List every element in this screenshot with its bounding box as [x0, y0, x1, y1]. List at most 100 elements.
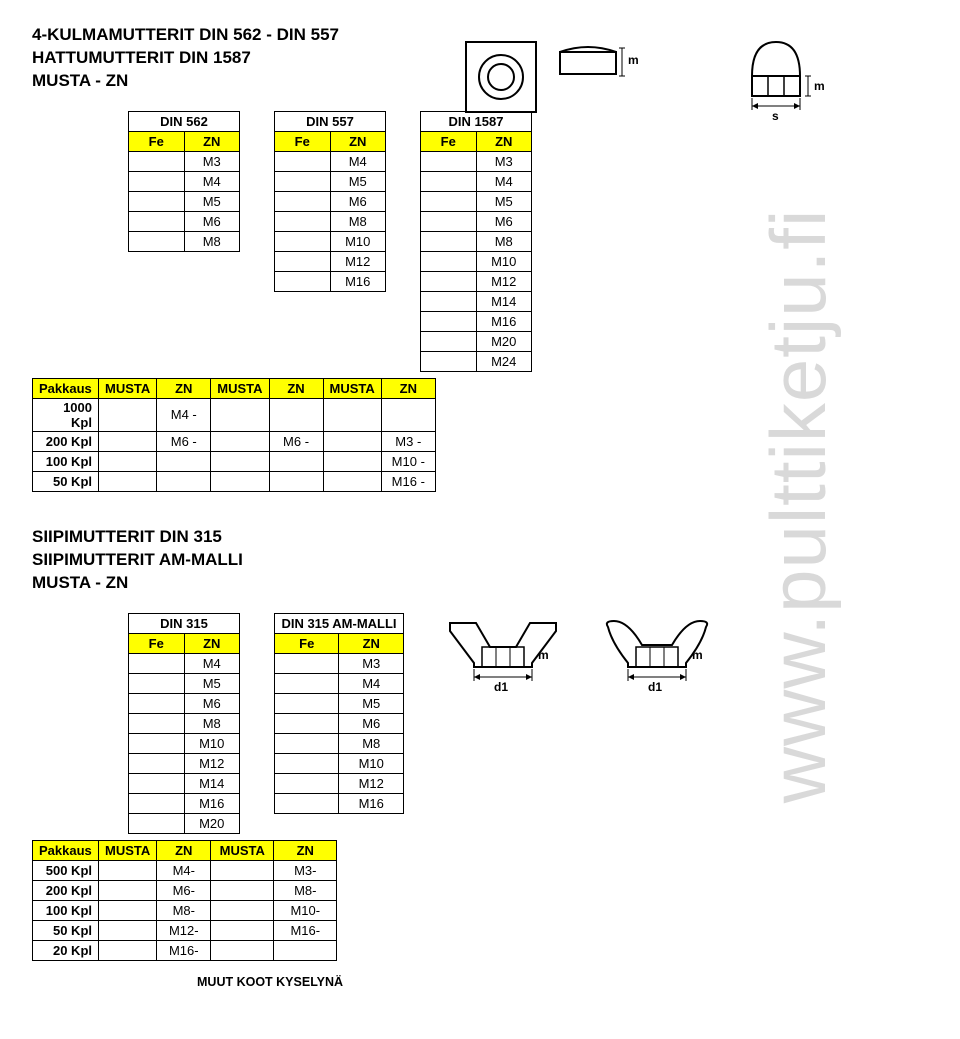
- cell-zn: M6: [339, 713, 404, 733]
- table-row: M6: [275, 713, 404, 733]
- table-row: M12: [275, 251, 386, 271]
- pakkaus-cell: [211, 880, 274, 900]
- cell-fe: [129, 813, 185, 833]
- pakkaus-cell: [269, 471, 323, 491]
- p1h5: MUSTA: [323, 378, 381, 398]
- cell-zn: M14: [184, 773, 240, 793]
- table-a-body: M3M4M5M6M8: [129, 151, 240, 251]
- p1h4: ZN: [269, 378, 323, 398]
- pakkaus-label: 50 Kpl: [33, 471, 99, 491]
- pakkaus-cell: [99, 860, 157, 880]
- wing-nut-straight-icon: m d1: [438, 613, 568, 693]
- cell-zn: M3: [184, 151, 240, 171]
- top-tables-row: DIN 562 FeZN M3M4M5M6M8 DIN 557 FeZN M4M…: [32, 111, 928, 372]
- table-row: 100 KplM8-M10-: [33, 900, 337, 920]
- table-din557: DIN 557 FeZN M4M5M6M8M10M12M16: [274, 111, 386, 292]
- pakkaus-cell: [157, 471, 211, 491]
- table-row: 100 KplM10 -: [33, 451, 436, 471]
- p2h4: ZN: [274, 840, 337, 860]
- cell-zn: M12: [184, 753, 240, 773]
- table-row: M8: [275, 733, 404, 753]
- cell-fe: [129, 151, 185, 171]
- pakkaus-label: 50 Kpl: [33, 920, 99, 940]
- cell-zn: M6: [476, 211, 532, 231]
- table-row: M20: [421, 331, 532, 351]
- cell-zn: M16: [330, 271, 386, 291]
- cell-fe: [275, 171, 331, 191]
- cell-zn: M16: [476, 311, 532, 331]
- pakkaus-cell: [211, 398, 269, 431]
- table-row: M20: [129, 813, 240, 833]
- cell-fe: [129, 211, 185, 231]
- table-row: M16: [275, 793, 404, 813]
- pakkaus-cell: [99, 451, 157, 471]
- pakkaus-cell: M3 -: [381, 431, 435, 451]
- pakkaus-cell: M3-: [274, 860, 337, 880]
- pakkaus-cell: [274, 940, 337, 960]
- table-din315am: DIN 315 AM-MALLI FeZN M3M4M5M6M8M10M12M1…: [274, 613, 404, 814]
- cell-fe: [421, 231, 477, 251]
- cell-fe: [275, 753, 339, 773]
- table-row: 20 KplM16-: [33, 940, 337, 960]
- cell-zn: M4: [330, 151, 386, 171]
- cell-zn: M8: [184, 713, 240, 733]
- table-row: M4: [129, 171, 240, 191]
- cell-zn: M5: [476, 191, 532, 211]
- cell-zn: M24: [476, 351, 532, 371]
- cell-fe: [421, 191, 477, 211]
- cell-fe: [129, 773, 185, 793]
- pakkaus-label: 20 Kpl: [33, 940, 99, 960]
- table-b-title: DIN 557: [275, 111, 386, 131]
- cell-fe: [275, 673, 339, 693]
- table-b-body: M4M5M6M8M10M12M16: [275, 151, 386, 291]
- table-row: M10: [129, 733, 240, 753]
- table-e-col2: ZN: [339, 633, 404, 653]
- p1h0: Pakkaus: [33, 378, 99, 398]
- cell-fe: [421, 331, 477, 351]
- table-c-col2: ZN: [476, 131, 532, 151]
- cell-zn: M12: [339, 773, 404, 793]
- cell-zn: M10: [476, 251, 532, 271]
- cell-fe: [421, 311, 477, 331]
- table-row: M16: [275, 271, 386, 291]
- table-row: M12: [129, 753, 240, 773]
- table-din1587: DIN 1587 FeZN M3M4M5M6M8M10M12M14M16M20M…: [420, 111, 532, 372]
- table-row: M3: [129, 151, 240, 171]
- pakkaus-cell: [99, 880, 157, 900]
- table-row: M14: [129, 773, 240, 793]
- table-din315: DIN 315 FeZN M4M5M6M8M10M12M14M16M20: [128, 613, 240, 834]
- table-row: 1000 KplM4 -: [33, 398, 436, 431]
- cell-fe: [129, 753, 185, 773]
- table-row: M6: [275, 191, 386, 211]
- pakkaus-cell: [323, 471, 381, 491]
- cell-fe: [275, 251, 331, 271]
- table-row: M14: [421, 291, 532, 311]
- table-b-col2: ZN: [330, 131, 386, 151]
- pakkaus-cell: M4 -: [157, 398, 211, 431]
- table-row: M4: [275, 673, 404, 693]
- pakkaus-cell: M16-: [274, 920, 337, 940]
- cell-zn: M5: [184, 191, 240, 211]
- table-c-col1: Fe: [421, 131, 477, 151]
- table-row: 500 KplM4-M3-: [33, 860, 337, 880]
- pakkaus-cell: [99, 398, 157, 431]
- cell-zn: M10: [184, 733, 240, 753]
- table-row: M5: [275, 693, 404, 713]
- pakkaus-cell: M12-: [157, 920, 211, 940]
- table-row: M16: [421, 311, 532, 331]
- table-a-col2: ZN: [184, 131, 240, 151]
- table-din562: DIN 562 FeZN M3M4M5M6M8: [128, 111, 240, 252]
- table-a-title: DIN 562: [129, 111, 240, 131]
- svg-text:d1: d1: [494, 680, 508, 693]
- cell-fe: [129, 733, 185, 753]
- pakkaus-cell: [211, 860, 274, 880]
- pakkaus-cell: [211, 940, 274, 960]
- pakkaus1-body: 1000 KplM4 -200 KplM6 -M6 -M3 -100 KplM1…: [33, 398, 436, 491]
- table-row: M4: [421, 171, 532, 191]
- pakkaus-cell: [99, 920, 157, 940]
- cell-zn: M3: [339, 653, 404, 673]
- cell-fe: [421, 291, 477, 311]
- cell-zn: M10: [339, 753, 404, 773]
- table-row: M4: [129, 653, 240, 673]
- pakkaus-cell: M8-: [157, 900, 211, 920]
